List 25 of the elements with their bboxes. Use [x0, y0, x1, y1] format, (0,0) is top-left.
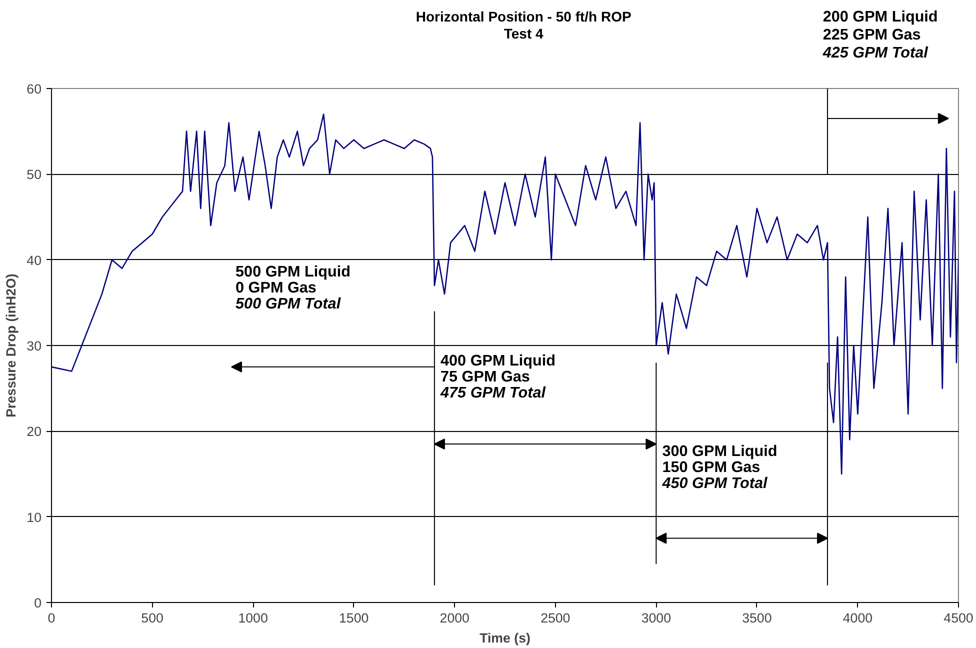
annotation: 400 GPM Liquid 75 GPM Gas 475 GPM Total — [440, 352, 556, 402]
x-tick-label: 3500 — [742, 610, 772, 626]
y-tick-label: 50 — [26, 167, 42, 182]
x-tick-label: 1500 — [339, 610, 369, 626]
text: 200 GPM Liquid 225 GPM Gas 425 GPM Total — [822, 8, 938, 62]
y-tick-label: 0 — [34, 596, 42, 610]
annotation: 500 GPM Liquid 0 GPM Gas 500 GPM Total — [236, 263, 351, 312]
y-tick-label: 30 — [26, 338, 42, 354]
chart-subtitle: Test 4 — [504, 26, 544, 42]
y-tick-label: 40 — [26, 252, 42, 268]
x-tick-label: 4000 — [842, 610, 873, 626]
x-tick-label: 2000 — [440, 610, 470, 626]
x-tick-label: 500 — [141, 610, 164, 626]
x-tick-label: 3000 — [641, 610, 671, 626]
chart-title: Horizontal Position - 50 ft/h ROP — [416, 8, 632, 24]
x-tick-label: 2500 — [540, 610, 570, 626]
y-tick-label: 20 — [26, 424, 42, 440]
y-tick-label: 60 — [26, 82, 42, 96]
x-axis-title: Time (s) — [480, 630, 530, 646]
x-tick-label: 4500 — [944, 610, 974, 626]
annotation: 300 GPM Liquid 150 GPM Gas 450 GPM Total — [661, 443, 778, 492]
y-axis-title: Pressure Drop (inH2O) — [4, 274, 19, 418]
y-tick-label: 10 — [26, 510, 42, 525]
x-tick-label: 1000 — [238, 610, 268, 626]
x-tick-label: 0 — [48, 610, 56, 626]
